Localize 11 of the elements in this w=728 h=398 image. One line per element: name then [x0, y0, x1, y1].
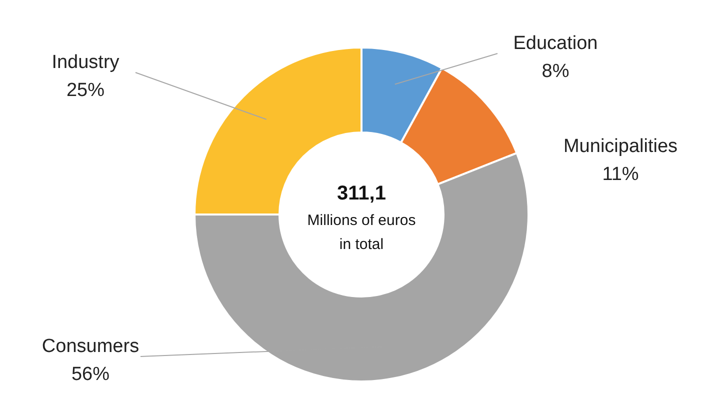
text: in total — [339, 236, 384, 253]
text: Millions of euros — [307, 212, 416, 229]
data-label: 8% — [542, 61, 570, 82]
slice-label: Consumers — [42, 336, 140, 357]
text: 311,1 — [337, 182, 386, 204]
slice-label: Industry — [52, 52, 120, 73]
data-label: 25% — [66, 80, 105, 101]
slice-label: Municipalities — [563, 136, 678, 157]
data-label: 11% — [602, 164, 639, 185]
slice-label: Education — [513, 33, 598, 54]
data-label: 56% — [71, 364, 110, 385]
